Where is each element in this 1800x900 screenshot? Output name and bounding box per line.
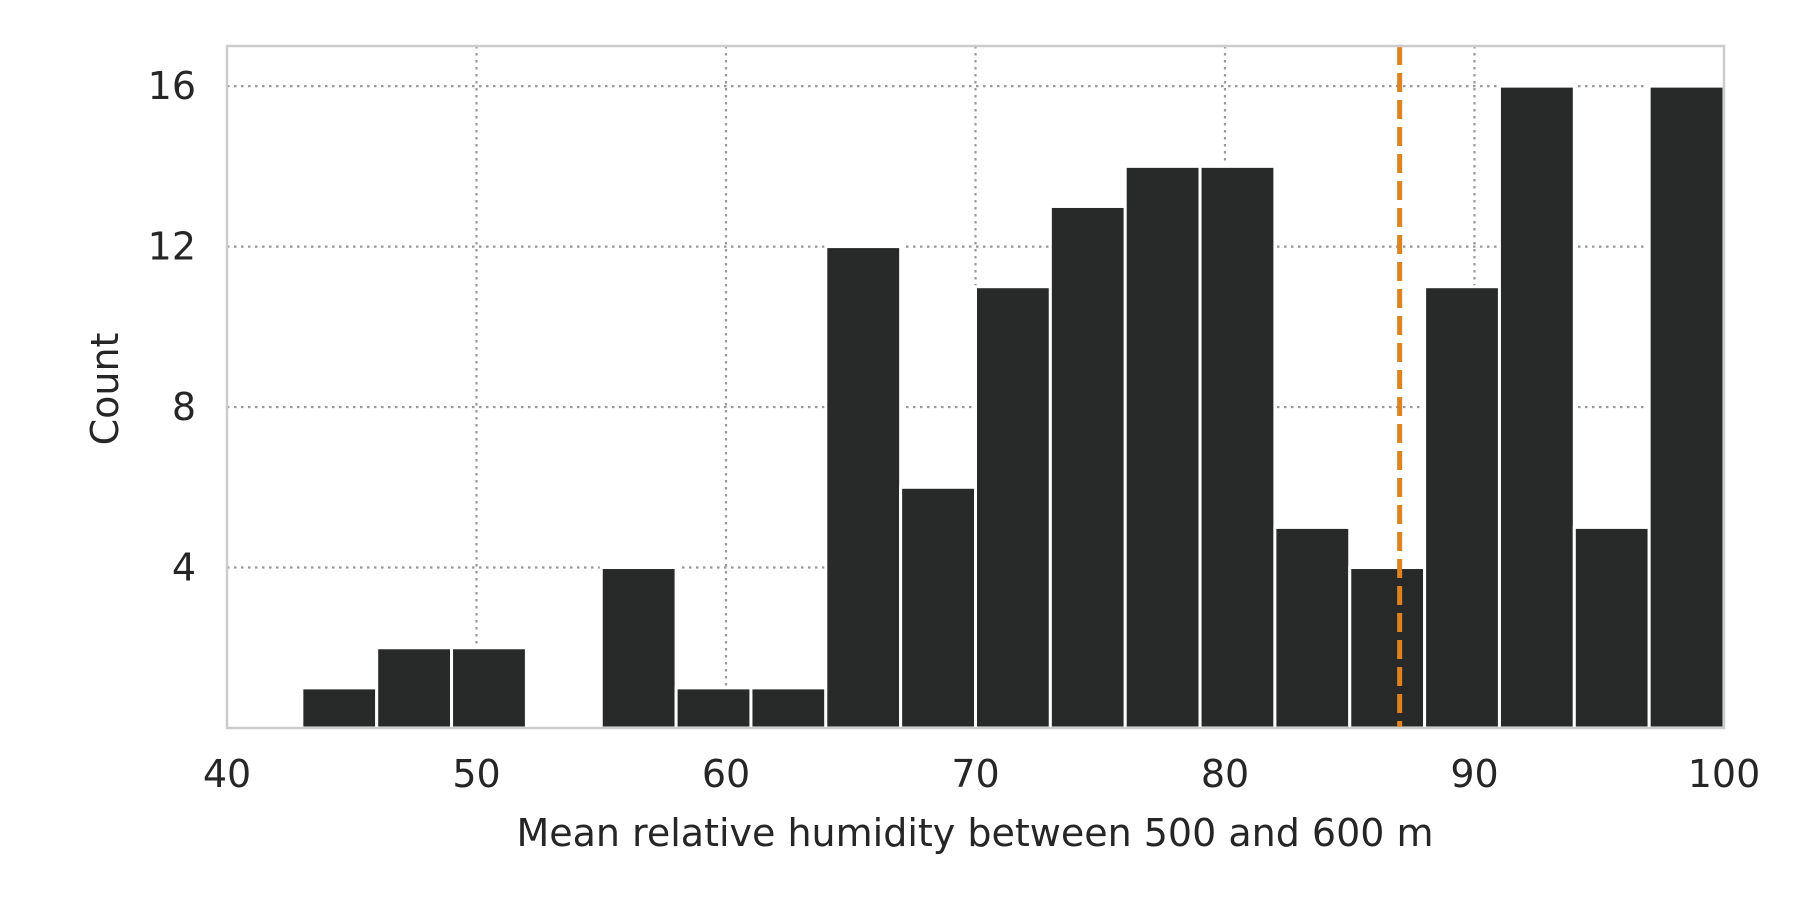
histogram-bar (1198, 164, 1277, 730)
histogram-bar (899, 485, 978, 730)
x-tick-label: 100 (1688, 752, 1761, 796)
plot-frame (225, 44, 1726, 730)
histogram-bar (1048, 204, 1127, 730)
y-tick-label: 8 (172, 385, 196, 429)
x-tick-label: 90 (1450, 752, 1498, 796)
histogram-bar (1123, 164, 1202, 730)
histogram-bar (599, 566, 678, 730)
y-tick-label: 12 (148, 225, 196, 269)
histogram-bar (300, 686, 379, 730)
histogram-bar (974, 285, 1052, 730)
histogram-bar (1423, 285, 1501, 730)
y-tick-label: 16 (148, 64, 196, 108)
x-tick-label: 80 (1201, 752, 1249, 796)
histogram-bar (1348, 566, 1427, 730)
x-tick-label: 50 (452, 752, 500, 796)
histogram-bar (1497, 84, 1576, 730)
histogram-bar (375, 646, 454, 730)
y-tick-labels: 4 8 12 16 (148, 64, 196, 589)
bars-layer (300, 84, 1726, 730)
histogram-bar (450, 646, 528, 730)
x-tick-label: 70 (951, 752, 999, 796)
histogram-bar (1273, 525, 1352, 730)
histogram-bar (674, 686, 753, 730)
x-tick-labels: 40 50 60 70 80 90 100 (203, 752, 1760, 796)
x-axis-label: Mean relative humidity between 500 and 6… (516, 811, 1433, 855)
histogram-bar (1647, 84, 1726, 730)
y-tick-label: 4 (172, 546, 196, 590)
x-tick-label: 60 (702, 752, 750, 796)
histogram-bar (749, 686, 828, 730)
x-tick-label: 40 (203, 752, 251, 796)
histogram-bar (824, 245, 903, 730)
histogram-bar (1572, 525, 1651, 730)
y-axis-label: Count (83, 333, 127, 446)
